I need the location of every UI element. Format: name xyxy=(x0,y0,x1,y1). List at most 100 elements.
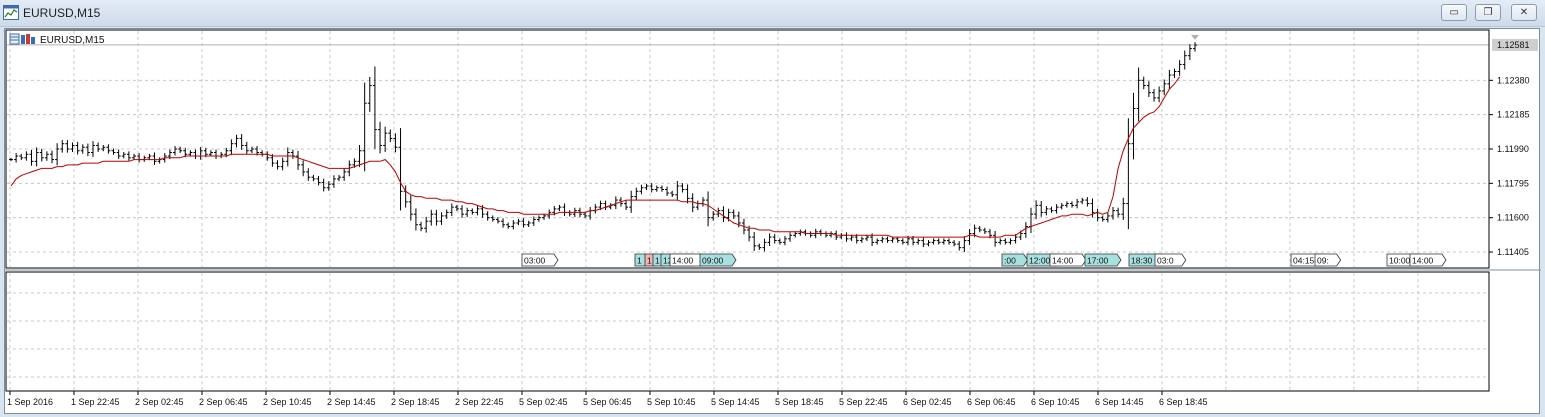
chart-type-icon[interactable] xyxy=(9,33,20,45)
price-tick-label: 1.12185 xyxy=(1497,110,1530,120)
restore-button[interactable]: ❐ xyxy=(1475,4,1501,21)
price-bar xyxy=(844,232,849,242)
price-bar xyxy=(1039,200,1044,217)
price-bar xyxy=(962,236,967,252)
session-tag[interactable]: 09: xyxy=(1314,253,1342,267)
price-bar xyxy=(116,149,121,160)
price-bar xyxy=(490,215,495,222)
price-bar xyxy=(1136,67,1141,122)
price-bar xyxy=(1141,76,1146,90)
price-bar xyxy=(675,180,680,200)
price-bar xyxy=(147,153,152,161)
session-tag[interactable]: 03:00 xyxy=(521,253,559,267)
session-tag-label: 14:00 xyxy=(672,256,694,266)
price-bar xyxy=(536,215,541,222)
price-bar xyxy=(495,217,500,224)
chart-frame[interactable]: EURUSD,M15 03:0011112:0014:0009:00:0012:… xyxy=(4,28,1541,415)
price-bar xyxy=(731,209,736,219)
session-tag[interactable]: 17:00 xyxy=(1084,253,1122,267)
price-bar xyxy=(706,191,711,227)
price-bar xyxy=(465,207,470,218)
price-bar xyxy=(782,235,787,246)
price-bar xyxy=(306,168,311,181)
session-tag[interactable]: 14:00 xyxy=(1409,253,1447,267)
price-bar xyxy=(1151,88,1156,102)
session-tag[interactable]: :00 xyxy=(1001,253,1029,267)
session-tag-label: 14:00 xyxy=(1412,256,1434,266)
price-bar xyxy=(613,196,618,210)
price-bar xyxy=(449,203,454,217)
time-tick-label: 5 Sep 10:45 xyxy=(647,397,696,407)
price-bar xyxy=(1085,197,1090,207)
price-bar xyxy=(475,205,480,216)
close-button[interactable]: ✕ xyxy=(1511,4,1537,21)
price-bar xyxy=(557,204,562,212)
price-bar xyxy=(1162,79,1167,96)
time-tick-label: 6 Sep 02:45 xyxy=(903,397,952,407)
price-bar xyxy=(1172,68,1177,78)
price-bar xyxy=(1023,222,1028,238)
price-bar xyxy=(788,232,793,242)
price-bar xyxy=(808,231,813,238)
session-tag-label: 1 xyxy=(655,256,660,266)
time-axis[interactable]: 1 Sep 2016 1 Sep 22:45 2 Sep 02:45 2 Sep 06… xyxy=(7,391,1208,407)
price-bar xyxy=(142,155,147,162)
session-tag[interactable]: 09:00 xyxy=(699,253,737,267)
session-tag-label: 03:0 xyxy=(1157,256,1174,266)
price-bar xyxy=(219,152,224,159)
price-bar xyxy=(1044,205,1049,216)
window-titlebar[interactable]: EURUSD,M15 ▭ ❐ ✕ xyxy=(0,0,1545,27)
price-bar xyxy=(593,204,598,214)
session-tag[interactable]: 14:00 xyxy=(1049,253,1087,267)
session-tag-label: :00 xyxy=(1004,256,1016,266)
time-tick-label: 5 Sep 22:45 xyxy=(839,397,888,407)
price-bar xyxy=(957,241,962,251)
moving-average-line xyxy=(10,76,1181,238)
price-bar xyxy=(337,174,342,182)
price-bar xyxy=(24,151,29,161)
price-bar xyxy=(50,150,55,164)
price-bar xyxy=(65,140,70,153)
price-bar xyxy=(311,174,316,182)
session-tag-label: 17:00 xyxy=(1087,256,1109,266)
price-bar xyxy=(711,211,716,221)
session-tag[interactable]: 03:0 xyxy=(1154,253,1187,267)
current-price-label: 1.12581 xyxy=(1492,38,1538,51)
price-bar xyxy=(880,236,885,243)
price-bar xyxy=(649,183,654,193)
price-bar xyxy=(936,238,941,245)
price-bar xyxy=(96,142,101,152)
price-bar xyxy=(121,152,126,159)
price-bar xyxy=(1105,212,1110,223)
price-tick-label: 1.11990 xyxy=(1497,144,1529,154)
price-chart[interactable]: EURUSD,M15 03:0011112:0014:0009:00:0012:… xyxy=(5,29,1541,415)
price-bar xyxy=(326,181,331,191)
symbol-header: EURUSD,M15 xyxy=(9,33,105,46)
time-tick-label: 2 Sep 14:45 xyxy=(327,397,376,407)
price-bar xyxy=(1080,197,1085,205)
price-bar xyxy=(342,168,347,181)
price-bar xyxy=(393,133,398,153)
price-bar xyxy=(19,153,24,161)
price-bar xyxy=(926,240,931,247)
price-axis[interactable]: 1.12380 1.12185 1.11990 1.11795 1.11600 1.114… xyxy=(1191,34,1538,257)
session-tags: 03:0011112:0014:0009:00:0012:0014:0017:0… xyxy=(521,253,1447,267)
price-bar xyxy=(1146,81,1151,98)
price-bar xyxy=(1187,44,1192,61)
grid xyxy=(7,31,1489,390)
price-bar xyxy=(624,200,629,211)
price-bar xyxy=(214,149,219,160)
price-bar xyxy=(316,175,321,186)
session-tag-label: 12:00 xyxy=(1029,256,1051,266)
minimize-button[interactable]: ▭ xyxy=(1441,4,1467,21)
price-bar xyxy=(1121,197,1126,220)
price-bar xyxy=(1059,203,1064,210)
price-bar xyxy=(1167,69,1172,89)
price-bar xyxy=(378,121,383,154)
price-bar xyxy=(952,240,957,247)
indicator-icon[interactable] xyxy=(21,34,35,44)
price-bar xyxy=(388,129,393,143)
time-tick-label: 2 Sep 18:45 xyxy=(391,397,440,407)
price-bar xyxy=(542,213,547,220)
